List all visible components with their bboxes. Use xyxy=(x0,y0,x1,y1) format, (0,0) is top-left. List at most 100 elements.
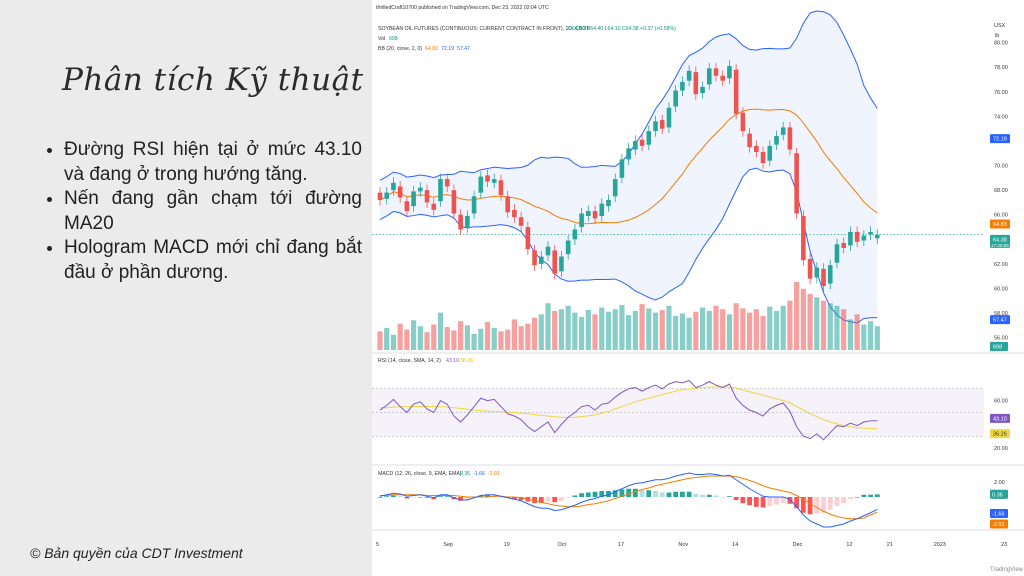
candle-body xyxy=(727,65,732,79)
volume-bar xyxy=(558,309,565,350)
candle xyxy=(397,180,403,204)
price-tick-label: 60.00 xyxy=(994,287,1008,293)
volume-bar xyxy=(390,334,397,350)
candle-body xyxy=(834,244,840,263)
candle xyxy=(854,226,860,248)
macd-histogram-bar xyxy=(780,497,786,503)
candle xyxy=(498,174,504,201)
macd-histogram-bar xyxy=(659,492,665,497)
candle xyxy=(586,205,591,222)
candle xyxy=(659,114,665,135)
macd-histogram-bar xyxy=(626,488,632,497)
candle xyxy=(424,184,430,208)
candle-body xyxy=(626,148,631,160)
candle xyxy=(485,169,490,188)
volume-bar xyxy=(572,312,578,350)
volume-bar xyxy=(861,324,867,350)
candle-body xyxy=(606,199,611,207)
macd-histogram-bar xyxy=(518,497,524,500)
candle xyxy=(774,130,779,151)
macd-histogram-bar xyxy=(861,494,867,497)
volume-bar xyxy=(431,324,437,350)
macd-histogram-bar xyxy=(827,497,833,510)
x-tick-label: 5 xyxy=(376,542,379,548)
candle xyxy=(552,244,558,280)
candle-body xyxy=(505,196,510,213)
tradingview-chart[interactable]: thrilledCraft10700 published on TradingV… xyxy=(372,0,1024,576)
candle-body xyxy=(720,75,726,81)
price-pane[interactable] xyxy=(372,10,984,350)
bb-upper-value: 72.19 xyxy=(441,46,454,52)
volume-bar xyxy=(505,329,511,350)
volume-bar xyxy=(847,319,853,350)
volume-bar xyxy=(437,312,444,350)
volume-bar xyxy=(726,314,733,350)
volume-bar xyxy=(411,320,417,350)
candle xyxy=(767,140,773,167)
candle-body xyxy=(411,191,416,207)
candle-body xyxy=(404,201,410,212)
price-badge xyxy=(990,134,1010,144)
candle xyxy=(612,173,618,202)
candle xyxy=(418,182,423,197)
macd-histogram-bar xyxy=(377,497,383,498)
bb-basis-line xyxy=(379,108,878,225)
price-tick-label: 70.00 xyxy=(994,164,1008,170)
candle-body xyxy=(760,152,766,164)
macd-histogram-bar xyxy=(700,494,705,497)
price-badge xyxy=(990,234,1010,248)
macd-histogram-bar xyxy=(606,491,611,497)
slide-title: Phân tích Kỹ thuật xyxy=(62,62,364,98)
macd-histogram-bar xyxy=(552,497,558,503)
candle-body xyxy=(586,211,591,216)
volume-bar xyxy=(491,327,497,350)
macd-histogram-bar xyxy=(391,495,396,497)
macd-histogram-bar xyxy=(384,496,390,497)
candle xyxy=(559,251,564,277)
rsi-pane[interactable] xyxy=(372,379,984,441)
macd-tick-label: 2.00 xyxy=(994,480,1005,486)
volume-bar xyxy=(605,311,612,350)
volume-bar xyxy=(424,332,430,350)
macd-histogram-bar xyxy=(444,496,450,497)
volume-bar xyxy=(733,303,739,350)
candle-body xyxy=(754,145,759,153)
volume-bar xyxy=(794,282,800,350)
macd-histogram-bar xyxy=(397,496,403,497)
volume-bar xyxy=(807,293,813,350)
macd-badge xyxy=(990,519,1008,529)
macd-badge xyxy=(990,509,1008,518)
bullet-list: Đường RSI hiện tại ở mức 43.10 và đang ở… xyxy=(44,138,362,285)
volume-bar xyxy=(693,311,699,350)
bb-fill xyxy=(380,11,878,323)
bullet-item: Đường RSI hiện tại ở mức 43.10 và đang ở… xyxy=(64,138,362,187)
macd-histogram-bar xyxy=(854,497,860,498)
candle xyxy=(747,128,752,153)
macd-histogram-bar xyxy=(458,497,464,501)
candle xyxy=(579,207,584,233)
volume-bar xyxy=(767,306,773,350)
macd-badge xyxy=(990,489,1008,499)
candle xyxy=(834,238,840,269)
macd-histogram-bar xyxy=(438,496,443,497)
candle-body xyxy=(633,140,638,150)
macd-badge-label: -2.01 xyxy=(992,522,1005,528)
macd-pane[interactable] xyxy=(377,472,880,528)
candle xyxy=(391,177,396,196)
macd-histogram-bar xyxy=(760,497,766,508)
candle-body xyxy=(538,256,544,264)
macd-histogram-bar xyxy=(673,491,679,497)
candle xyxy=(868,226,873,240)
chart-canvas[interactable]: thrilledCraft10700 published on TradingV… xyxy=(372,0,1024,576)
rsi-badge xyxy=(990,413,1010,423)
macd-histogram-bar xyxy=(821,497,826,513)
volume-bar xyxy=(471,333,477,350)
macd-histogram-bar xyxy=(417,497,423,498)
volume-bar xyxy=(841,309,847,350)
macd-signal-line xyxy=(380,475,878,520)
volume-bar xyxy=(753,309,759,350)
candle xyxy=(814,262,820,283)
candle-body xyxy=(592,211,598,219)
volume-bar xyxy=(686,317,692,350)
volume-bar xyxy=(854,314,860,350)
